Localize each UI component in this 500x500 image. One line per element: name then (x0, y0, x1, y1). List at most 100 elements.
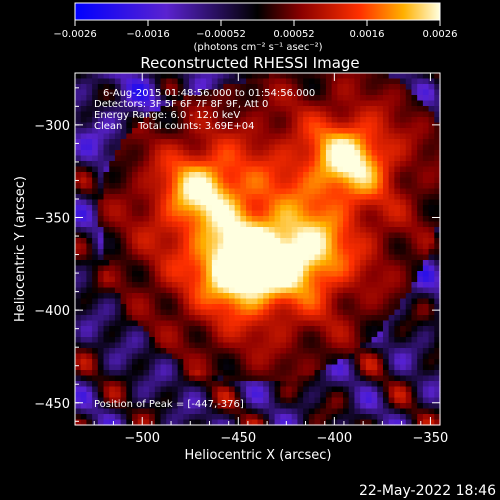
heatmap-cell (371, 128, 378, 135)
heatmap-cell (428, 271, 435, 278)
heatmap-cell (337, 111, 344, 118)
heatmap-cell (297, 122, 304, 129)
heatmap-cell (303, 353, 310, 360)
heatmap-cell (348, 293, 356, 300)
heatmap-cell (360, 183, 367, 190)
heatmap-cell (86, 397, 93, 404)
heatmap-cell (303, 315, 310, 322)
heatmap-cell (365, 392, 373, 399)
heatmap-cell (411, 414, 418, 421)
heatmap-cell (382, 293, 390, 300)
heatmap-cell (166, 100, 173, 107)
heatmap-cell (183, 359, 190, 366)
heatmap-cell (405, 111, 413, 118)
heatmap-cell (86, 293, 93, 300)
colorbar (74, 2, 441, 21)
heatmap-cell (211, 139, 219, 146)
heatmap-cell (246, 183, 253, 190)
heatmap-cell (228, 221, 236, 228)
heatmap-cell (377, 254, 384, 261)
heatmap-cell (103, 89, 110, 96)
heatmap-cell (154, 89, 162, 96)
heatmap-cell (109, 172, 116, 179)
heatmap-cell (223, 144, 230, 151)
heatmap-cell (268, 326, 276, 333)
heatmap-cell (337, 403, 344, 410)
heatmap-cell (348, 139, 356, 146)
heatmap-cell (428, 205, 435, 212)
heatmap-cell (263, 155, 270, 162)
heatmap-cell (280, 254, 287, 261)
heatmap-cell (371, 386, 378, 393)
heatmap-cell (360, 161, 367, 168)
heatmap-cell (291, 320, 299, 327)
heatmap-cell (86, 117, 93, 124)
heatmap-cell (348, 232, 356, 239)
heatmap-cell (114, 177, 122, 184)
heatmap-cell (234, 155, 241, 162)
heatmap-cell (286, 139, 293, 146)
heatmap-cell (228, 254, 236, 261)
heatmap-cell (400, 89, 407, 96)
heatmap-cell (160, 232, 167, 239)
heatmap-cell (217, 392, 224, 399)
heatmap-cell (189, 95, 196, 102)
heatmap-cell (217, 353, 224, 360)
heatmap-cell (428, 243, 435, 250)
heatmap-cell (217, 419, 224, 426)
heatmap-cell (86, 205, 93, 212)
heatmap-cell (114, 205, 122, 212)
heatmap-cell (371, 359, 378, 366)
heatmap-cell (314, 326, 321, 333)
heatmap-cell (114, 249, 122, 256)
heatmap-cell (377, 221, 384, 228)
heatmap-cell (189, 205, 196, 212)
heatmap-cell (137, 304, 145, 311)
heatmap-cell (240, 128, 247, 135)
heatmap-cell (143, 353, 150, 360)
heatmap-cell (400, 221, 407, 228)
heatmap-cell (348, 309, 356, 316)
heatmap-cell (75, 287, 82, 294)
heatmap-cell (303, 342, 310, 349)
heatmap-cell (132, 161, 139, 168)
heatmap-cell (177, 397, 184, 404)
y-tick-label: −450 (34, 397, 70, 412)
heatmap-cell (274, 348, 281, 355)
heatmap-cell (331, 128, 338, 135)
heatmap-cell (308, 375, 316, 382)
heatmap-cell (149, 337, 156, 344)
heatmap-cell (228, 100, 236, 107)
heatmap-cell (137, 221, 145, 228)
heatmap-cell (308, 309, 316, 316)
heatmap-cell (365, 298, 373, 305)
heatmap-cell (160, 194, 167, 201)
heatmap-cell (97, 271, 105, 278)
heatmap-cell (206, 287, 213, 294)
heatmap-cell (143, 210, 150, 217)
heatmap-cell (240, 414, 247, 421)
heatmap-cell (308, 304, 316, 311)
heatmap-cell (86, 243, 93, 250)
heatmap-cell (149, 78, 156, 85)
heatmap-cell (280, 282, 287, 289)
heatmap-cell (92, 392, 99, 399)
heatmap-cell (223, 309, 230, 316)
heatmap-cell (348, 419, 356, 426)
heatmap-cell (400, 194, 407, 201)
heatmap-cell (280, 183, 287, 190)
heatmap-cell (86, 84, 93, 91)
heatmap-cell (166, 161, 173, 168)
heatmap-cell (337, 348, 344, 355)
heatmap-cell (103, 150, 110, 157)
heatmap-cell (365, 260, 373, 267)
heatmap-cell (177, 364, 184, 371)
heatmap-cell (286, 282, 293, 289)
heatmap-cell (246, 84, 253, 91)
heatmap-cell (114, 95, 122, 102)
heatmap-cell (234, 150, 241, 157)
heatmap-cell (280, 348, 287, 355)
heatmap-cell (86, 111, 93, 118)
heatmap-cell (109, 150, 116, 157)
heatmap-cell (348, 161, 356, 168)
